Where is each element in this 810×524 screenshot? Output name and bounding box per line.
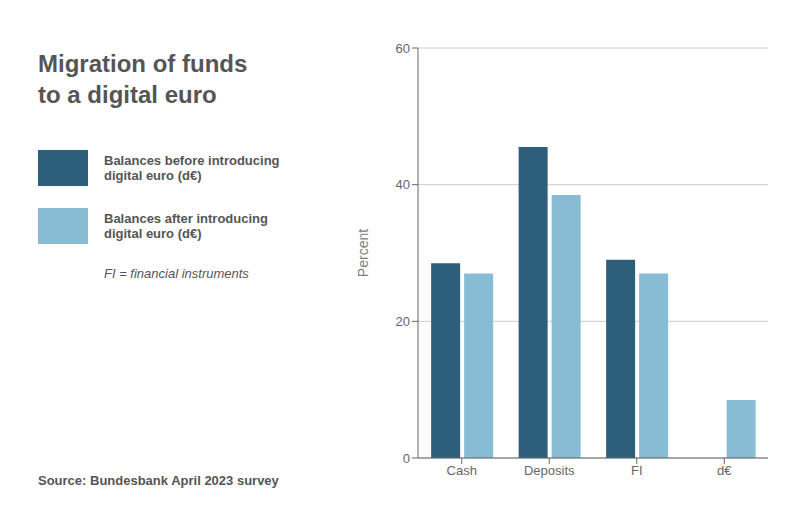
svg-text:20: 20 [396, 314, 410, 329]
svg-text:d€: d€ [717, 463, 732, 478]
svg-text:40: 40 [396, 177, 410, 192]
svg-text:Deposits: Deposits [524, 463, 575, 478]
html-text:Source: Bundesbank April 2023: Source: Bundesbank April 2023 survey [38, 473, 279, 488]
svg-text:60: 60 [396, 41, 410, 56]
svg-text:FI: FI [631, 463, 643, 478]
svg-text:Cash: Cash [447, 463, 477, 478]
html-text:Balances after introducing dig: Balances after introducing digital euro … [104, 211, 268, 242]
svg-text:Percent: Percent [355, 229, 371, 277]
svg-text:0: 0 [403, 451, 410, 466]
html-text:Balances before introducing di: Balances before introducing digital euro… [104, 153, 280, 184]
html-text:FI = financial instruments: FI = financial instruments [104, 266, 249, 282]
html-text:Migration of funds to a digita: Migration of funds to a digital euro [38, 50, 248, 109]
